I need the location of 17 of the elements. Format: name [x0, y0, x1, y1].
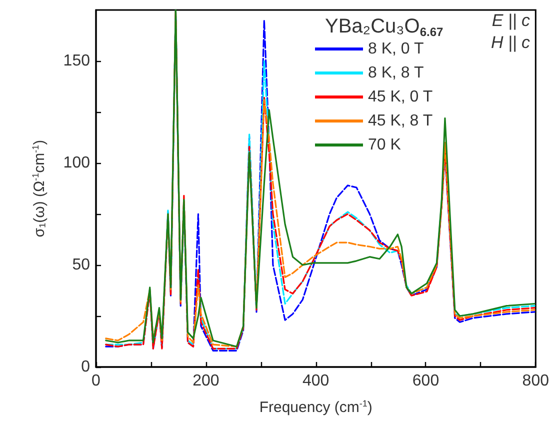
x-tick-label: 600: [412, 372, 440, 390]
annotation: H || c: [490, 33, 530, 52]
y-tick-label: 100: [63, 154, 90, 172]
y-tick-label: 50: [72, 256, 90, 274]
y-axis-title: σ₁(ω) (Ω-1cm-1): [30, 140, 48, 238]
legend-label: 45 K, 8 T: [368, 112, 433, 130]
x-tick-label: 0: [92, 372, 101, 390]
annotation: E || c: [492, 11, 530, 30]
y-tick-label: 0: [81, 358, 90, 376]
x-tick-label: 800: [522, 372, 550, 390]
x-tick-label: 400: [302, 372, 330, 390]
legend-label: 8 K, 8 T: [368, 64, 424, 82]
legend-label: 8 K, 0 T: [368, 40, 424, 58]
legend-label: 70 K: [368, 136, 402, 154]
y-tick-label: 150: [63, 52, 90, 70]
legend-label: 45 K, 0 T: [368, 88, 433, 106]
x-tick-label: 200: [192, 372, 220, 390]
